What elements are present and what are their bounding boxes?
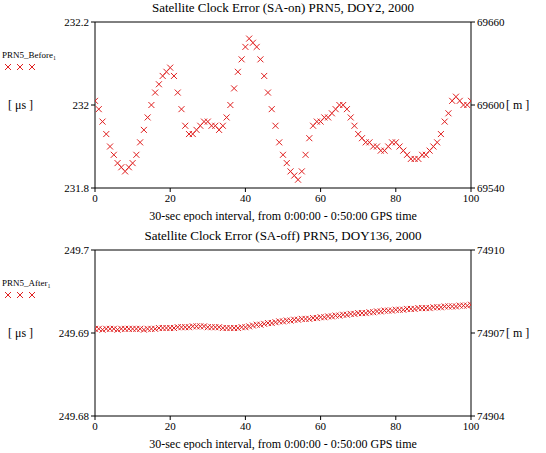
html-text:Satellite Clock Error (SA-on): Satellite Clock Error (SA-on) PRN5, DOY2… bbox=[151, 0, 415, 15]
svg-text:232.2: 232.2 bbox=[64, 16, 89, 28]
html-text:[ m ]: [ m ] bbox=[506, 326, 530, 340]
svg-text:74910: 74910 bbox=[477, 244, 505, 256]
html-text:PRN5_After₁: PRN5_After₁ bbox=[2, 278, 51, 288]
svg-text:231.8: 231.8 bbox=[64, 182, 89, 194]
svg-text:74907: 74907 bbox=[477, 327, 505, 339]
svg-text:40: 40 bbox=[240, 192, 252, 204]
html-text:[ μs ]: [ μs ] bbox=[8, 98, 34, 112]
svg-text:40: 40 bbox=[240, 420, 252, 432]
svg-text:60: 60 bbox=[315, 420, 327, 432]
svg-text:69540: 69540 bbox=[477, 182, 505, 194]
svg-text:249.7: 249.7 bbox=[64, 244, 89, 256]
svg-text:100: 100 bbox=[462, 191, 480, 204]
svg-text:74904: 74904 bbox=[477, 410, 505, 422]
svg-text:69600: 69600 bbox=[477, 99, 505, 111]
svg-text:249.69: 249.69 bbox=[59, 327, 90, 339]
svg-text:100: 100 bbox=[462, 419, 480, 432]
svg-text:60: 60 bbox=[315, 192, 327, 204]
svg-text:30-sec epoch interval, from 0:: 30-sec epoch interval, from 0:00:00 - 0:… bbox=[149, 209, 417, 222]
svg-text:30-sec epoch interval, from 0:: 30-sec epoch interval, from 0:00:00 - 0:… bbox=[149, 437, 417, 450]
svg-text:232: 232 bbox=[73, 99, 90, 111]
svg-text:249.68: 249.68 bbox=[59, 410, 90, 422]
svg-text:20: 20 bbox=[165, 420, 177, 432]
svg-text:80: 80 bbox=[390, 420, 402, 432]
svg-text:69660: 69660 bbox=[477, 16, 505, 28]
html-text:Satellite Clock Error (SA-off): Satellite Clock Error (SA-off) PRN5, DOY… bbox=[144, 228, 422, 243]
html-text:[ m ]: [ m ] bbox=[506, 98, 530, 112]
svg-text:0: 0 bbox=[92, 192, 98, 204]
html-text:[ μs ]: [ μs ] bbox=[8, 326, 34, 340]
html-text:PRN5_Before₁: PRN5_Before₁ bbox=[2, 50, 57, 60]
svg-text:20: 20 bbox=[165, 192, 177, 204]
svg-text:0: 0 bbox=[92, 420, 98, 432]
svg-text:80: 80 bbox=[390, 192, 402, 204]
